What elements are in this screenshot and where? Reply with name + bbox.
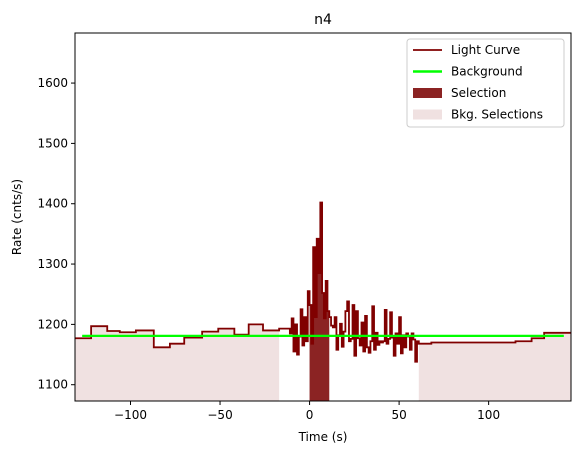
chart-title: n4	[314, 12, 332, 28]
bkg-selection-region-1	[418, 332, 571, 401]
plot-area	[75, 201, 571, 401]
legend-label-1: Background	[451, 65, 523, 79]
legend: Light Curve Background Selection Bkg. Selec…	[406, 38, 565, 128]
x-tick-label: 100	[477, 408, 500, 422]
y-tick-label: 1200	[37, 317, 68, 331]
y-tick-label: 1400	[37, 197, 68, 211]
legend-box	[406, 38, 565, 128]
y-tick-label: 1300	[37, 257, 68, 271]
legend-label-0: Light Curve	[451, 43, 520, 57]
y-axis-ticks: 1100 1200 1300 1400 1500 1600	[37, 76, 75, 392]
x-axis-ticks: −100 −50 0 50 100	[114, 401, 500, 422]
legend-swatch-3	[413, 109, 442, 120]
bkg-selection-region-0	[75, 324, 280, 401]
x-tick-label: −50	[207, 408, 232, 422]
legend-entries: Light Curve Background Selection Bkg. Selec…	[413, 43, 543, 122]
x-tick-label: −100	[114, 408, 147, 422]
x-tick-label: 0	[306, 408, 314, 422]
x-tick-label: 50	[391, 408, 406, 422]
axes-frame	[74, 32, 572, 402]
y-tick-label: 1500	[37, 136, 68, 150]
y-axis-label: Rate (cnts/s)	[10, 179, 24, 255]
y-tick-label: 1600	[37, 76, 68, 90]
x-axis-label: Time (s)	[298, 430, 348, 444]
legend-label-2: Selection	[451, 86, 506, 100]
y-tick-label: 1100	[37, 378, 68, 392]
legend-label-3: Bkg. Selections	[451, 108, 543, 122]
bkg-selections-layer	[75, 324, 571, 401]
legend-swatch-2	[413, 88, 442, 98]
